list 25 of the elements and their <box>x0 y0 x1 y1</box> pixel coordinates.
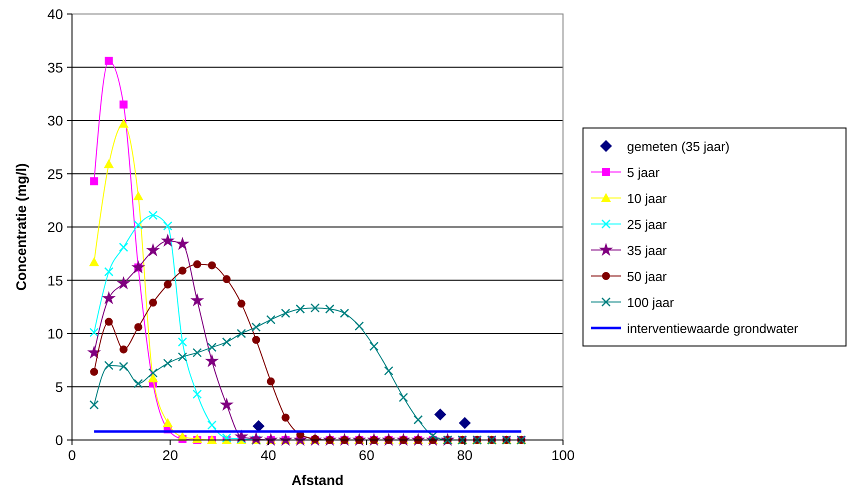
y-tick-label: 20 <box>47 219 64 235</box>
x-tick-label: 80 <box>457 447 473 463</box>
y-tick-label: 0 <box>55 432 64 448</box>
x-tick-label: 100 <box>551 447 575 463</box>
legend-label: interventiewaarde grondwater <box>627 321 799 336</box>
legend-label: 100 jaar <box>627 295 675 310</box>
y-tick-label: 35 <box>47 59 64 76</box>
legend-label: 50 jaar <box>627 269 668 284</box>
y-tick-label: 5 <box>55 378 64 395</box>
y-axis-title: Concentratie (mg/l) <box>13 163 29 291</box>
legend-label: gemeten (35 jaar) <box>627 139 730 154</box>
x-axis-title: Afstand <box>291 472 344 488</box>
x-tick-label: 60 <box>358 447 375 463</box>
legend-label: 5 jaar <box>627 165 660 180</box>
y-tick-label: 30 <box>47 112 64 128</box>
x-tick-label: 0 <box>68 447 76 463</box>
legend-label: 25 jaar <box>627 217 668 232</box>
y-tick-label: 40 <box>47 6 64 22</box>
y-tick-label: 25 <box>47 166 64 182</box>
legend-label: 35 jaar <box>627 243 668 258</box>
x-tick-label: 40 <box>260 447 276 463</box>
y-tick-label: 15 <box>47 272 64 288</box>
y-tick-label: 10 <box>47 326 64 342</box>
x-tick-label: 20 <box>162 447 178 463</box>
legend-label: 10 jaar <box>627 191 668 206</box>
